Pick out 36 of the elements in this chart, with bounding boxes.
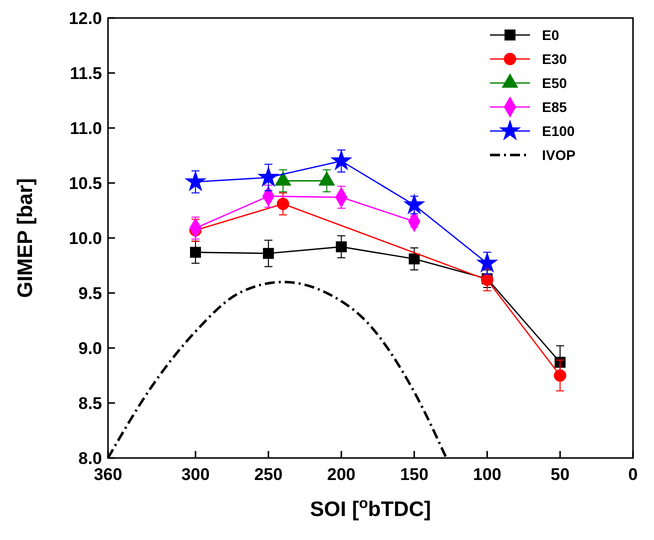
legend-label: IVOP <box>542 147 576 163</box>
x-tick-label: 250 <box>254 465 283 484</box>
point <box>403 193 426 214</box>
point <box>190 246 201 258</box>
y-tick-label: 10.5 <box>68 174 102 193</box>
y-tick-label: 11.5 <box>70 64 102 83</box>
y-axis-title: GIMEP [bar] <box>14 178 37 298</box>
x-tick-label: 0 <box>628 465 638 484</box>
x-axis-title: SOI [$^{o}$bTDC] <box>310 496 431 521</box>
legend-label: E50 <box>542 75 568 91</box>
point <box>257 166 280 187</box>
y-tick-label: 11.0 <box>70 119 102 138</box>
point <box>336 241 347 252</box>
point <box>276 198 290 210</box>
x-tick-label: 100 <box>472 465 502 484</box>
legend-label: E100 <box>542 123 575 139</box>
y-tick-label: 8.5 <box>78 394 102 413</box>
x-tick-label: 200 <box>327 465 356 484</box>
x-tick-label: 360 <box>94 465 122 484</box>
legend-label: E0 <box>542 27 560 43</box>
y-tick-label: 9.0 <box>78 339 102 358</box>
y-tick-label: 12.0 <box>68 9 102 28</box>
y-tick-label: 8.0 <box>78 449 102 468</box>
x-tick-label: 50 <box>550 465 570 484</box>
point <box>330 149 352 170</box>
y-tick-label: 9.5 <box>78 284 102 303</box>
point <box>476 252 498 273</box>
x-tick-label: 300 <box>181 465 210 484</box>
point <box>408 253 420 264</box>
legend-label: E30 <box>542 51 568 67</box>
y-tick-label: 10.0 <box>68 229 102 248</box>
x-tick-label: 150 <box>400 465 428 484</box>
point <box>262 248 274 259</box>
point <box>184 170 206 192</box>
point <box>554 369 566 382</box>
legend-label: E85 <box>542 99 568 115</box>
